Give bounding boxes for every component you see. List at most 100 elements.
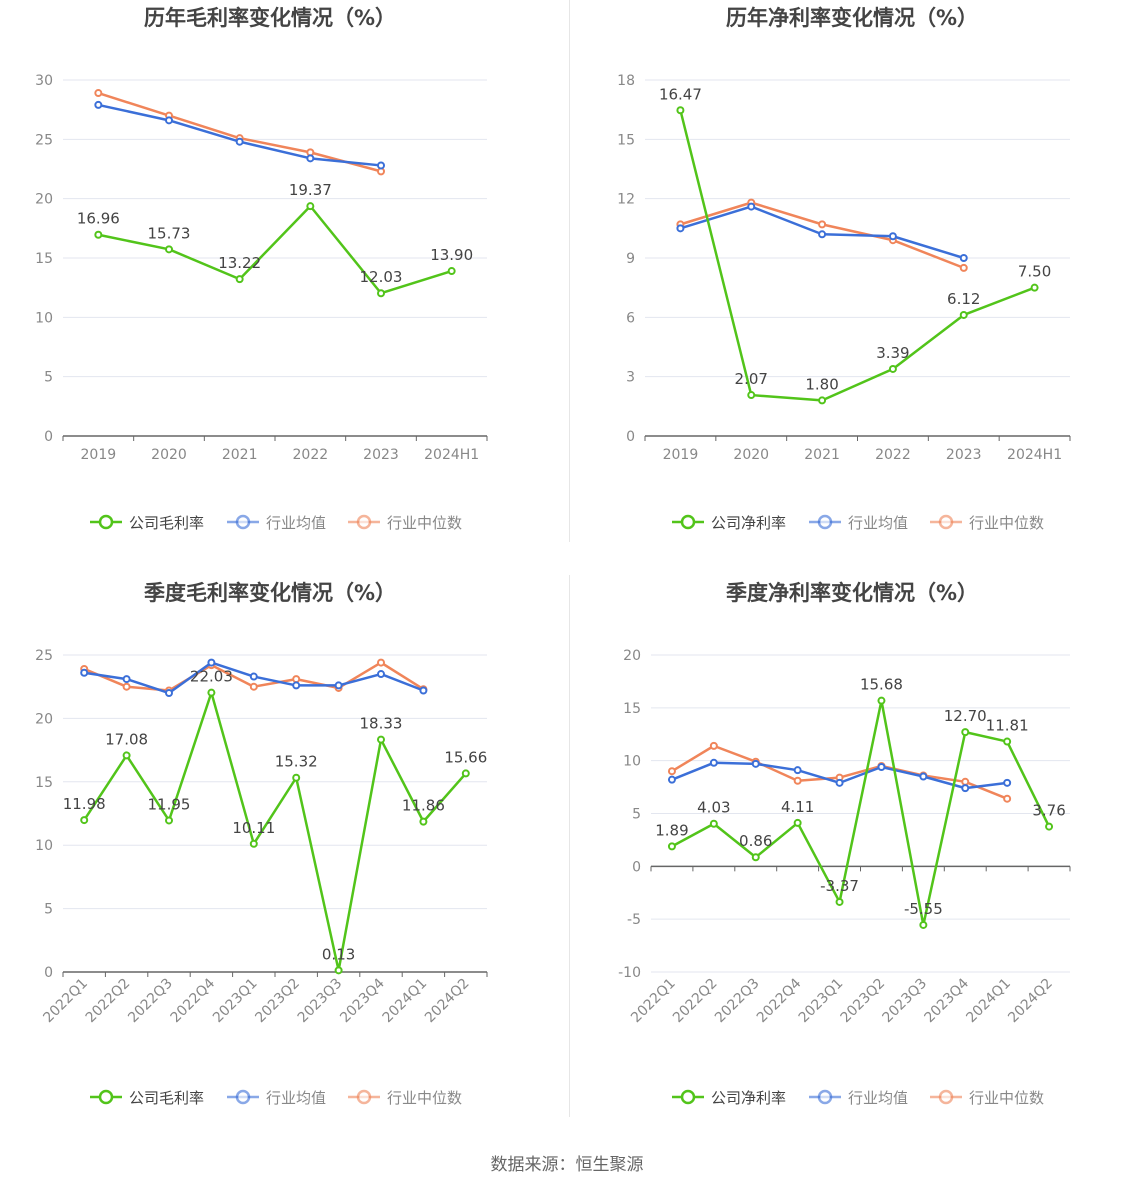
panel-divider-bottom bbox=[569, 575, 570, 1117]
data-point-industry_avg bbox=[377, 670, 385, 679]
legend-marker bbox=[235, 514, 251, 530]
y-tick-label: -10 bbox=[618, 965, 641, 981]
data-point-industry_avg bbox=[292, 681, 301, 690]
data-point-industry_avg bbox=[793, 766, 802, 775]
data-point-company bbox=[461, 769, 470, 778]
data-point-industry_avg bbox=[249, 672, 258, 681]
legend-label: 行业均值 bbox=[266, 514, 326, 532]
legend-label: 行业均值 bbox=[848, 1089, 908, 1107]
data-label: 15.68 bbox=[860, 676, 903, 694]
x-tick-label: 2022Q2 bbox=[83, 976, 134, 1027]
x-tick-label: 2024H1 bbox=[424, 447, 479, 463]
y-tick-label: 15 bbox=[617, 132, 635, 148]
data-label: 22.03 bbox=[190, 668, 233, 686]
x-tick-label: 2023Q2 bbox=[838, 976, 889, 1027]
data-label: 1.89 bbox=[655, 821, 688, 839]
x-tick-label: 2022 bbox=[875, 447, 911, 463]
data-label: 18.33 bbox=[360, 715, 403, 733]
data-point-company bbox=[207, 688, 216, 697]
data-point-company bbox=[419, 817, 428, 826]
y-tick-label: 0 bbox=[632, 859, 641, 875]
chart-title: 季度毛利率变化情况（%） bbox=[144, 581, 396, 605]
data-point-company bbox=[888, 364, 897, 373]
data-label: 6.12 bbox=[947, 290, 980, 308]
data-point-industry_median bbox=[1003, 794, 1012, 803]
data-label: 11.98 bbox=[63, 795, 106, 813]
data-point-company bbox=[676, 106, 685, 115]
data-label: 3.39 bbox=[876, 344, 909, 362]
data-point-industry_avg bbox=[80, 668, 89, 677]
data-label: 0.13 bbox=[322, 945, 355, 963]
x-tick-label: 2024Q1 bbox=[963, 976, 1014, 1027]
y-tick-label: -5 bbox=[627, 912, 641, 928]
data-point-company bbox=[94, 230, 103, 239]
legend-label: 公司毛利率 bbox=[129, 1089, 204, 1107]
legend-label: 行业中位数 bbox=[969, 1089, 1044, 1107]
legend-label: 行业均值 bbox=[848, 514, 908, 532]
legend-label: 公司毛利率 bbox=[129, 514, 204, 532]
x-tick-label: 2023 bbox=[363, 447, 399, 463]
data-label: 12.03 bbox=[360, 268, 403, 286]
data-point-company bbox=[377, 289, 385, 298]
legend-item: 公司净利率 bbox=[672, 514, 786, 532]
data-point-industry_median bbox=[818, 220, 827, 229]
data-point-company bbox=[447, 267, 456, 276]
data-point-industry_avg bbox=[888, 232, 897, 241]
y-tick-label: 18 bbox=[617, 73, 635, 89]
data-point-company bbox=[249, 839, 258, 848]
x-tick-label: 2023Q4 bbox=[337, 975, 388, 1026]
y-tick-label: 9 bbox=[626, 251, 635, 267]
data-point-company bbox=[306, 202, 315, 211]
chart-annual-net-margin: 历年净利率变化情况（%） 0 3 6 9 12 15 18 2019 2020 2021 2022 20… bbox=[582, 0, 1134, 560]
data-point-company bbox=[709, 819, 718, 828]
series-line-company bbox=[679, 109, 1036, 402]
x-tick-label: 2022Q2 bbox=[670, 976, 721, 1027]
data-label: 10.11 bbox=[232, 819, 275, 837]
legend-marker bbox=[680, 514, 696, 530]
x-tick-label: 2023Q1 bbox=[796, 976, 847, 1027]
data-label: 4.11 bbox=[781, 798, 814, 816]
chart-quarterly-net-margin: 季度净利率变化情况（%） -10 -5 0 5 10 15 20 2022Q1 2022Q2 202… bbox=[582, 575, 1134, 1135]
data-point-industry_median bbox=[961, 777, 970, 786]
data-point-company bbox=[292, 773, 301, 782]
data-label: -5.55 bbox=[904, 900, 943, 918]
x-tick-label: 2022Q3 bbox=[125, 976, 176, 1027]
y-tick-label: 15 bbox=[623, 701, 641, 717]
y-tick-label: 25 bbox=[35, 132, 53, 148]
panel-divider-top bbox=[569, 0, 570, 542]
data-label: 16.96 bbox=[77, 210, 120, 228]
data-point-company bbox=[235, 275, 244, 284]
x-tick-label: 2022 bbox=[293, 447, 329, 463]
data-point-company bbox=[1030, 283, 1039, 292]
data-point-industry_avg bbox=[165, 116, 173, 125]
data-point-company bbox=[165, 816, 173, 825]
data-label: 12.70 bbox=[944, 707, 987, 725]
series-line-company bbox=[98, 204, 453, 295]
legend-item: 公司毛利率 bbox=[90, 1089, 204, 1107]
data-point-industry_avg bbox=[207, 658, 216, 667]
legend-item: 行业均值 bbox=[809, 1089, 908, 1107]
legend-marker bbox=[938, 514, 954, 530]
chart-svg: 季度净利率变化情况（%）-10-5051015202022Q12022Q2202… bbox=[618, 581, 1071, 1107]
y-tick-label: 5 bbox=[632, 807, 641, 823]
x-tick-label: 2019 bbox=[663, 447, 699, 463]
data-point-industry_avg bbox=[751, 759, 760, 768]
data-source-note: 数据来源：恒生聚源 bbox=[490, 1155, 644, 1175]
data-point-company bbox=[818, 396, 827, 405]
data-label: 1.80 bbox=[805, 375, 838, 393]
x-tick-label: 2024Q2 bbox=[1005, 976, 1056, 1027]
data-point-industry_avg bbox=[747, 202, 756, 211]
x-tick-label: 2020 bbox=[151, 447, 187, 463]
data-point-industry_median bbox=[122, 682, 131, 691]
legend-label: 行业中位数 bbox=[969, 514, 1044, 532]
x-tick-label: 2019 bbox=[81, 447, 117, 463]
data-point-industry_median bbox=[793, 776, 802, 785]
y-tick-label: 5 bbox=[44, 370, 53, 386]
legend-item: 行业中位数 bbox=[930, 514, 1044, 532]
data-point-industry_avg bbox=[919, 772, 928, 781]
legend-label: 公司净利率 bbox=[711, 1089, 786, 1107]
legend-marker bbox=[98, 514, 114, 530]
legend-item: 公司净利率 bbox=[672, 1089, 786, 1107]
data-label: 15.73 bbox=[148, 224, 191, 242]
data-point-industry_avg bbox=[959, 254, 968, 262]
